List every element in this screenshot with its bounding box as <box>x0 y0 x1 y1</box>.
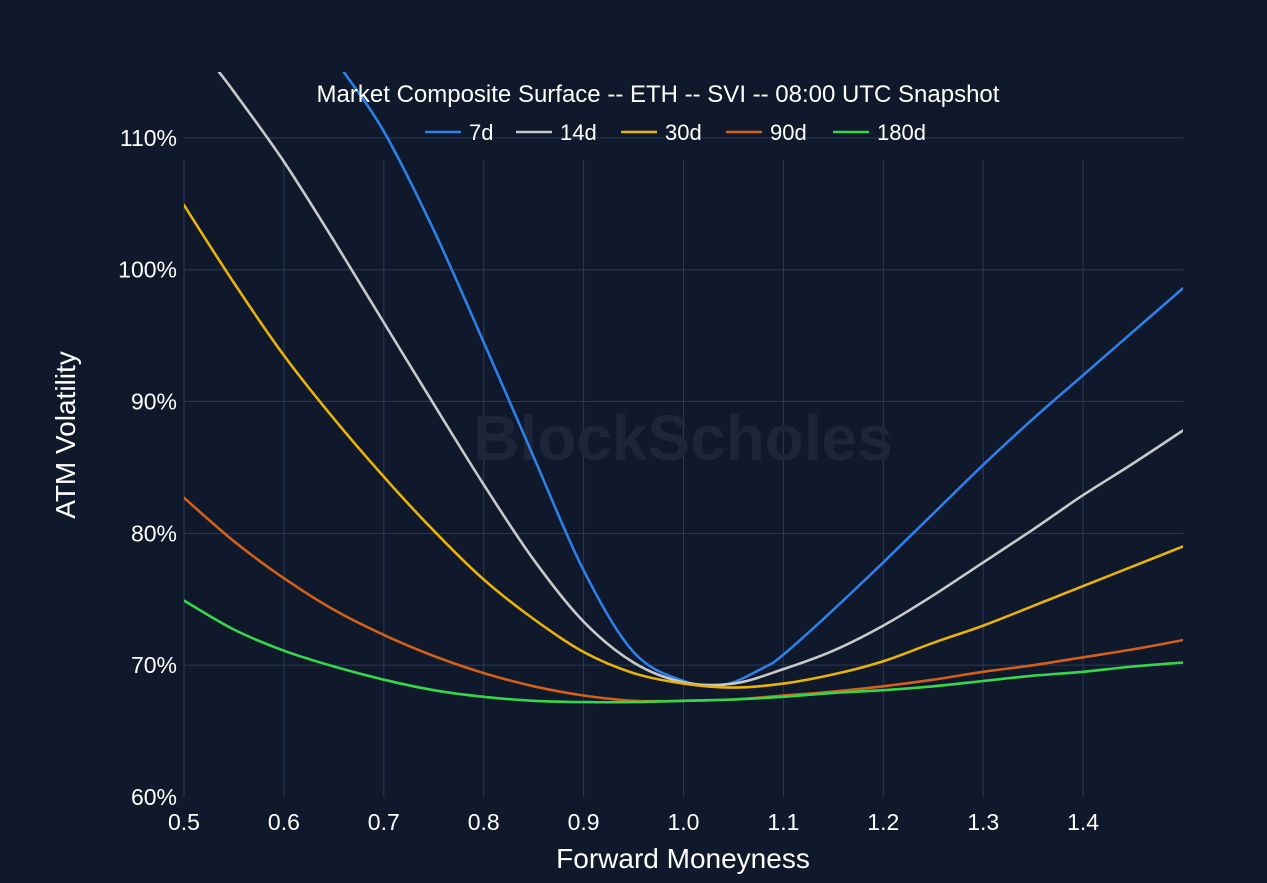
series-line-14d <box>217 72 1183 687</box>
x-tick-label: 0.6 <box>268 809 300 835</box>
x-tick-label: 1.4 <box>1067 809 1099 835</box>
x-tick-label: 0.5 <box>168 809 200 835</box>
axis-ticks: 0.5 0.6 0.7 0.8 0.9 1.0 1.1 1.2 1.3 1.4 60% 70% 80% 9… <box>118 125 1099 835</box>
y-tick-label: 90% <box>131 389 177 415</box>
y-tick-label: 60% <box>131 784 177 810</box>
watermark: BlockScholes <box>473 402 893 474</box>
x-tick-label: 1.3 <box>967 809 999 835</box>
grid <box>183 137 1183 797</box>
series-line-180d <box>184 599 1183 704</box>
x-tick-label: 1.0 <box>668 809 700 835</box>
x-tick-label: 0.8 <box>468 809 500 835</box>
y-tick-label: 70% <box>131 652 177 678</box>
legend-label-14d: 14d <box>560 120 597 145</box>
series-line-30d <box>184 203 1183 689</box>
chart-title: Market Composite Surface -- ETH -- SVI -… <box>317 81 1000 108</box>
plot-area <box>184 72 1183 704</box>
x-tick-label: 0.9 <box>568 809 600 835</box>
y-tick-label: 100% <box>118 257 177 283</box>
y-tick-label: 110% <box>120 125 177 151</box>
legend-label-30d: 30d <box>665 120 702 145</box>
x-tick-label: 1.1 <box>767 809 799 835</box>
legend: 7d 14d 30d 90d 180d <box>425 120 926 145</box>
y-tick-label: 80% <box>131 520 177 546</box>
x-axis-label: Forward Moneyness <box>556 843 810 874</box>
y-axis-label: ATM Volatility <box>50 351 81 519</box>
legend-label-7d: 7d <box>469 120 493 145</box>
legend-label-90d: 90d <box>770 120 807 145</box>
legend-label-180d: 180d <box>877 120 926 145</box>
x-tick-label: 0.7 <box>368 809 400 835</box>
x-tick-label: 1.2 <box>867 809 899 835</box>
series-line-7d <box>342 72 1183 688</box>
